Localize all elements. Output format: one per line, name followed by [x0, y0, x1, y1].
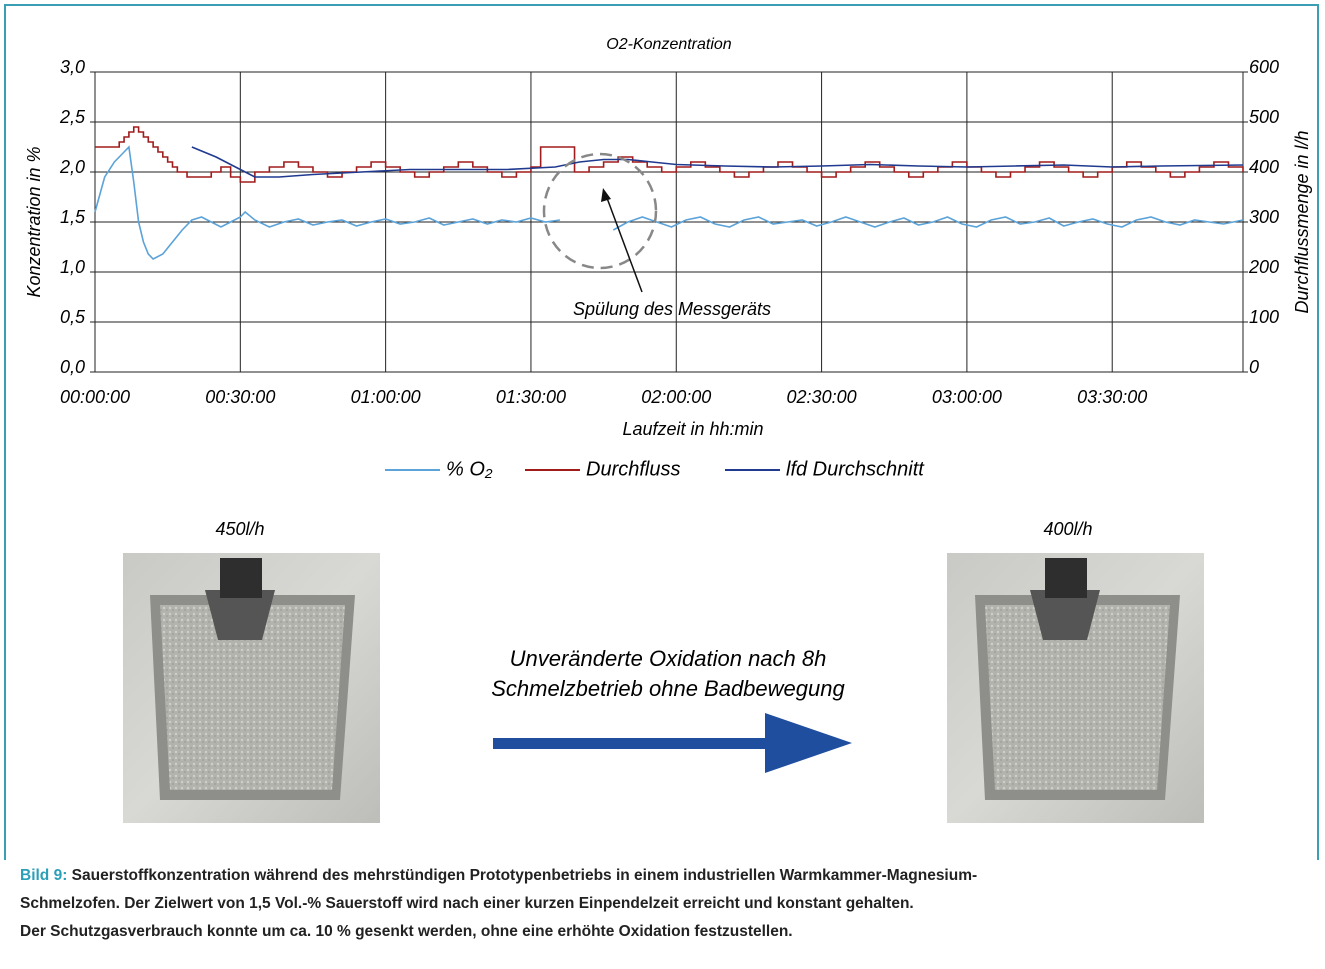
- x-tick-label: 03:30:00: [1077, 387, 1147, 407]
- caption-text: Sauerstoffkonzentration während des mehr…: [67, 867, 977, 884]
- y2-tick-label: 600: [1249, 57, 1279, 77]
- x-tick-label: 01:30:00: [496, 387, 566, 407]
- page: 0,0 0,5 1,0 1,5 2,0 2,5 3,0 0 100 200 300 400 500 600…: [0, 0, 1325, 969]
- image-label: 450l/h: [215, 519, 264, 539]
- x-tick-label: 00:30:00: [205, 387, 275, 407]
- legend-label: lfd Durchschnitt: [786, 458, 925, 480]
- y2-tick-label: 400: [1249, 157, 1279, 177]
- y2-tick-label: 200: [1248, 257, 1279, 277]
- x-axis-label: Laufzeit in hh:min: [622, 419, 763, 439]
- caption: Bild 9: Sauerstoffkonzentration während …: [20, 862, 1310, 946]
- x-tick-label: 02:00:00: [641, 387, 711, 407]
- caption-line: Der Schutzgasverbrauch konnte um ca. 10 …: [20, 918, 1310, 946]
- y2-axis-label: Durchflussmenge in l/h: [1292, 130, 1312, 313]
- x-tick-label: 00:00:00: [60, 387, 130, 407]
- y2-tick-label: 500: [1249, 107, 1279, 127]
- y2-tick-label: 0: [1249, 357, 1259, 377]
- image-right: [947, 553, 1204, 823]
- y-tick-label: 0,0: [60, 357, 85, 377]
- arrow-text: Unveränderte Oxidation nach 8h: [510, 646, 827, 671]
- x-tick-label: 01:00:00: [351, 387, 421, 407]
- series-line: [95, 127, 1243, 182]
- x-tick-label: 03:00:00: [932, 387, 1002, 407]
- arrow-head: [601, 188, 611, 202]
- y-axis-label: Konzentration in %: [24, 146, 44, 297]
- highlight-ellipse: [544, 154, 656, 268]
- caption-line: Schmelzofen. Der Zielwert von 1,5 Vol.-%…: [20, 890, 1310, 918]
- annotation-arrow: [607, 198, 642, 292]
- y2-tick-label: 100: [1249, 307, 1279, 327]
- y2-tick-label: 300: [1249, 207, 1279, 227]
- y-tick-label: 2,5: [59, 107, 86, 127]
- y-tick-label: 2,0: [59, 157, 85, 177]
- arrow-text: Schmelzbetrieb ohne Badbewegung: [491, 676, 845, 701]
- legend-label: Durchfluss: [586, 458, 680, 480]
- annotation: Spülung des Messgeräts: [573, 299, 771, 319]
- y-tick-label: 3,0: [60, 57, 85, 77]
- chart-title: O2-Konzentration: [606, 36, 732, 53]
- y-tick-label: 1,5: [60, 207, 86, 227]
- image-label: 400l/h: [1043, 519, 1092, 539]
- y-tick-label: 0,5: [60, 307, 86, 327]
- figure: 0,0 0,5 1,0 1,5 2,0 2,5 3,0 0 100 200 300 400 500 600…: [0, 0, 1325, 860]
- y-tick-label: 1,0: [60, 257, 85, 277]
- transition-arrow: [493, 738, 768, 749]
- caption-label: Bild 9:: [20, 867, 67, 884]
- x-tick-label: 02:30:00: [787, 387, 857, 407]
- caption-line: Bild 9: Sauerstoffkonzentration während …: [20, 862, 1310, 890]
- transition-arrow-head: [765, 713, 852, 773]
- image-left: [123, 553, 380, 823]
- legend-label: % O₂: [446, 458, 493, 480]
